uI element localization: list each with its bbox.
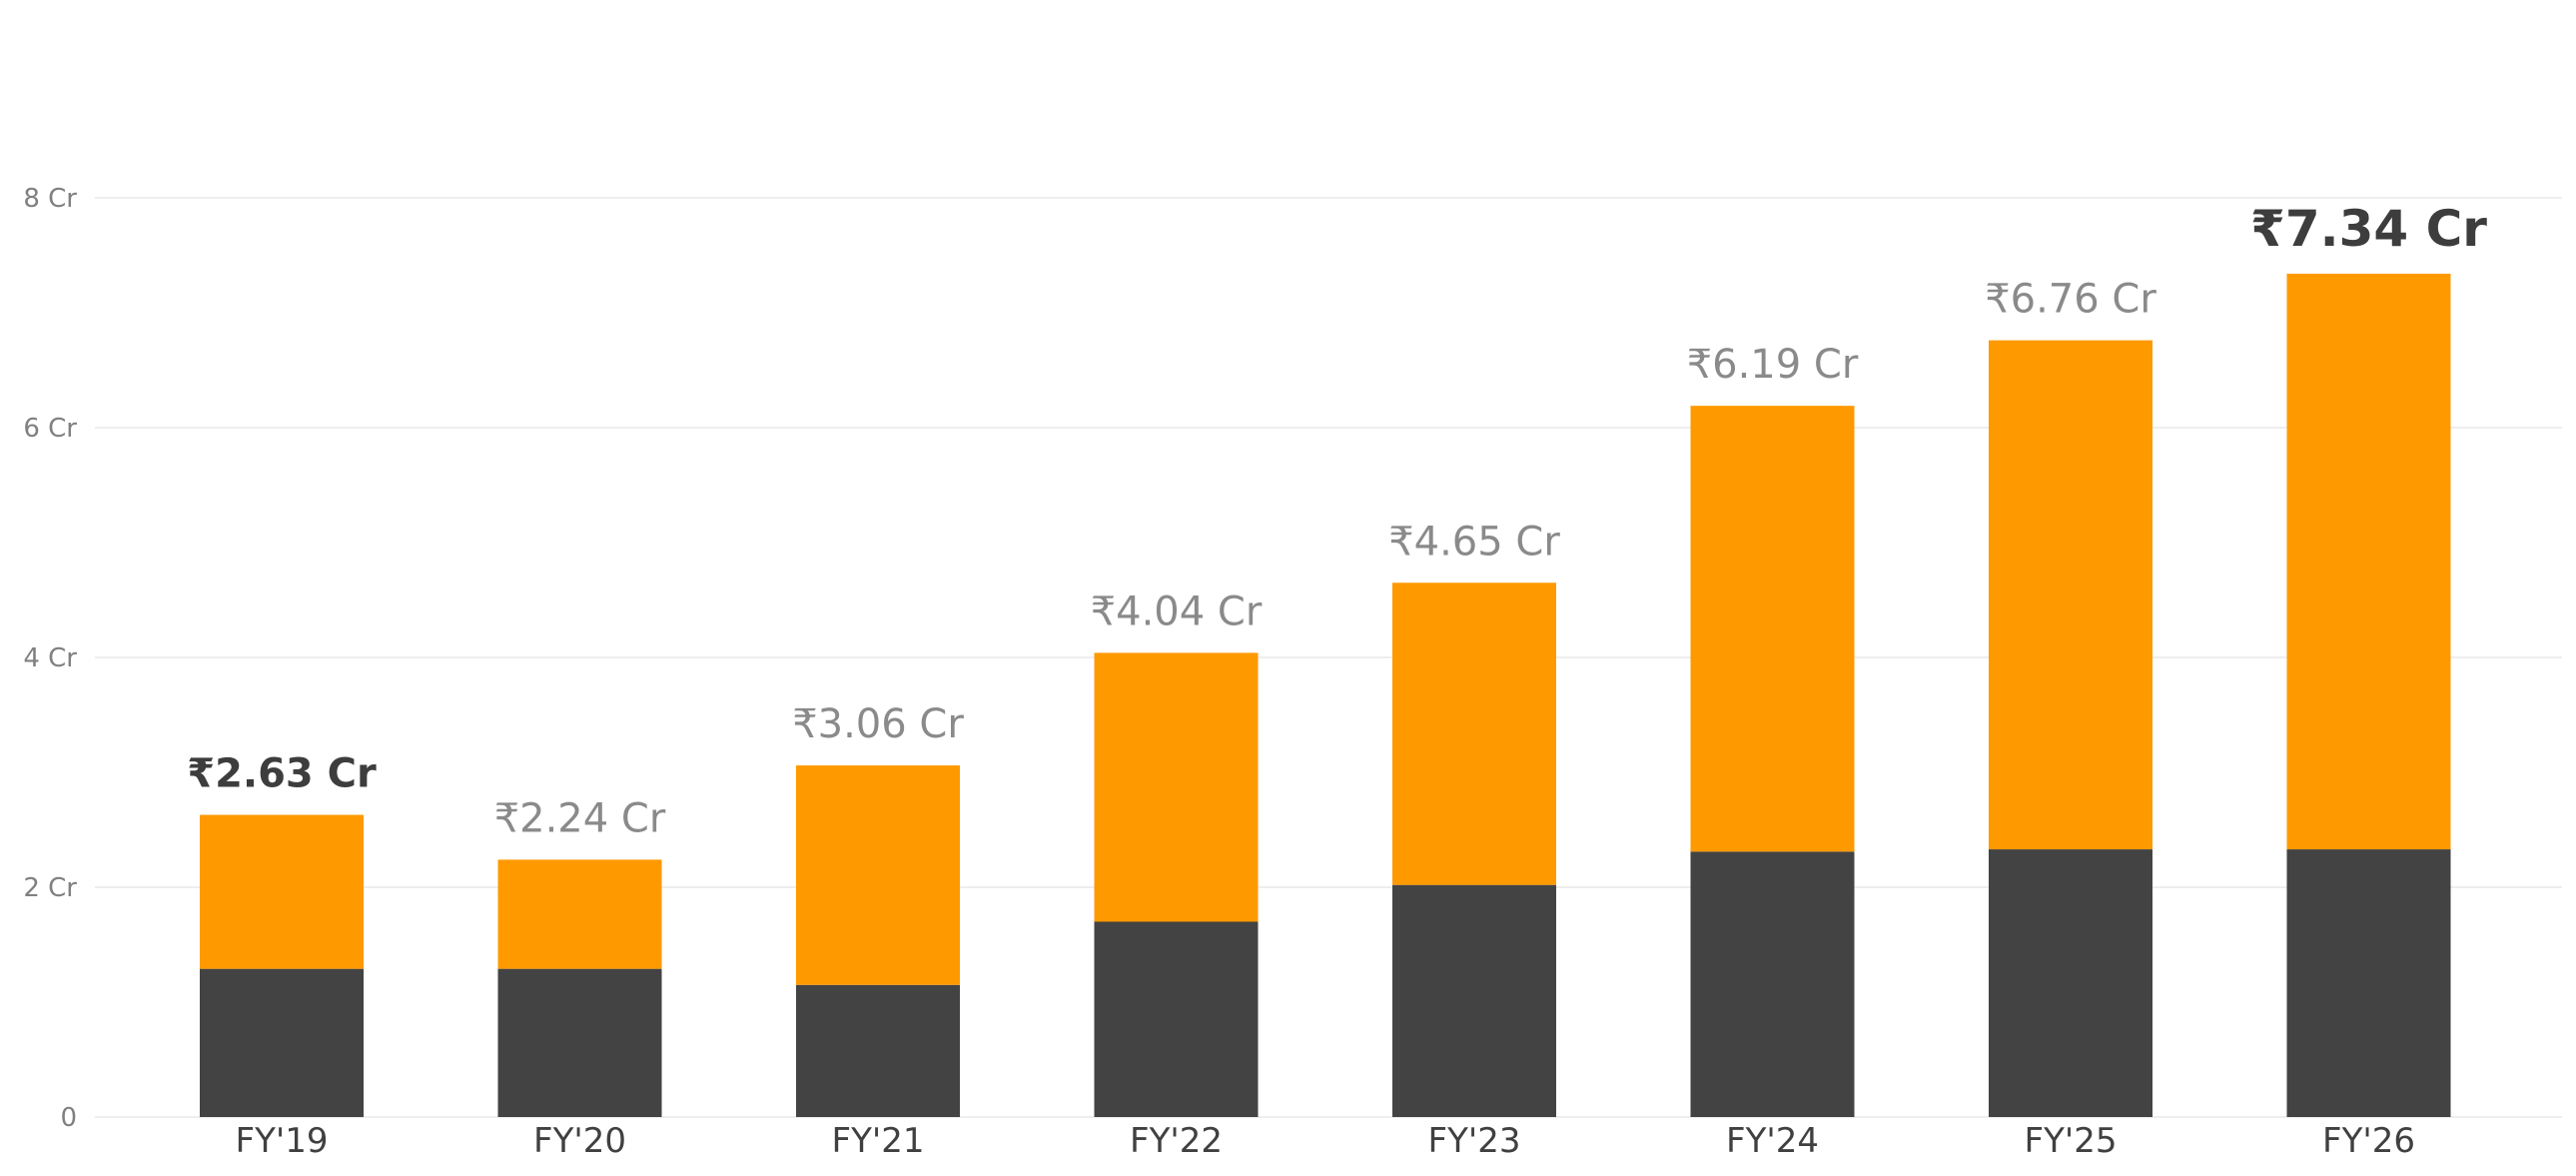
total-data-label: ₹7.34 Cr <box>2250 200 2487 258</box>
x-category-label: FY'19 <box>236 1121 329 1161</box>
total-labels: ₹2.63 Cr ₹2.24 Cr ₹3.06 Cr ₹4.04 Cr ₹4.65 Cr… <box>187 200 2487 842</box>
total-data-label: ₹4.04 Cr <box>1091 588 1263 634</box>
bars <box>200 273 2451 1117</box>
bar-segment-orange <box>1094 652 1259 922</box>
x-category-label: FY'20 <box>533 1121 626 1161</box>
y-tick-label: 0 <box>60 1103 77 1133</box>
total-data-label: ₹2.24 Cr <box>494 795 666 841</box>
y-tick-label: 6 Cr <box>23 414 77 444</box>
x-category-label: FY'22 <box>1130 1121 1223 1161</box>
y-tick-label: 4 Cr <box>23 643 77 673</box>
bar-segment-dark <box>1094 921 1259 1117</box>
y-tick-label: 8 Cr <box>23 184 77 214</box>
bar-segment-dark <box>497 968 662 1117</box>
total-data-label: ₹4.65 Cr <box>1388 519 1560 565</box>
bar-segment-orange <box>200 814 364 969</box>
bar-segment-orange <box>1690 406 1855 852</box>
x-category-label: FY'21 <box>832 1121 925 1161</box>
bar-segment-orange <box>497 859 662 969</box>
y-axis-ticks: 0 2 Cr 4 Cr 6 Cr 8 Cr <box>23 184 77 1133</box>
bar-segment-dark <box>1690 851 1855 1117</box>
total-data-label: ₹2.63 Cr <box>187 751 377 797</box>
x-axis-labels: FY'19 FY'20 FY'21 FY'22 FY'23 FY'24 FY'25 FY'26 <box>236 1121 2415 1161</box>
grid-lines <box>95 197 2562 1118</box>
x-category-label: FY'26 <box>2322 1121 2415 1161</box>
bar-segment-dark <box>1989 849 2152 1117</box>
y-tick-label: 2 Cr <box>23 873 77 903</box>
bar-segment-orange <box>1392 583 1556 885</box>
bar-segment-dark <box>2286 849 2451 1117</box>
x-category-label: FY'24 <box>1726 1121 1819 1161</box>
total-data-label: ₹6.76 Cr <box>1985 277 2156 323</box>
total-data-label: ₹3.06 Cr <box>792 701 964 747</box>
total-data-label: ₹6.19 Cr <box>1687 342 1859 388</box>
x-category-label: FY'23 <box>1428 1121 1521 1161</box>
bar-segment-dark <box>796 984 960 1117</box>
bar-segment-orange <box>796 765 960 985</box>
bar-segment-orange <box>2286 273 2451 850</box>
x-category-label: FY'25 <box>2025 1121 2118 1161</box>
bar-segment-orange <box>1989 340 2152 850</box>
bar-segment-dark <box>1392 884 1556 1117</box>
bar-segment-dark <box>200 968 364 1117</box>
